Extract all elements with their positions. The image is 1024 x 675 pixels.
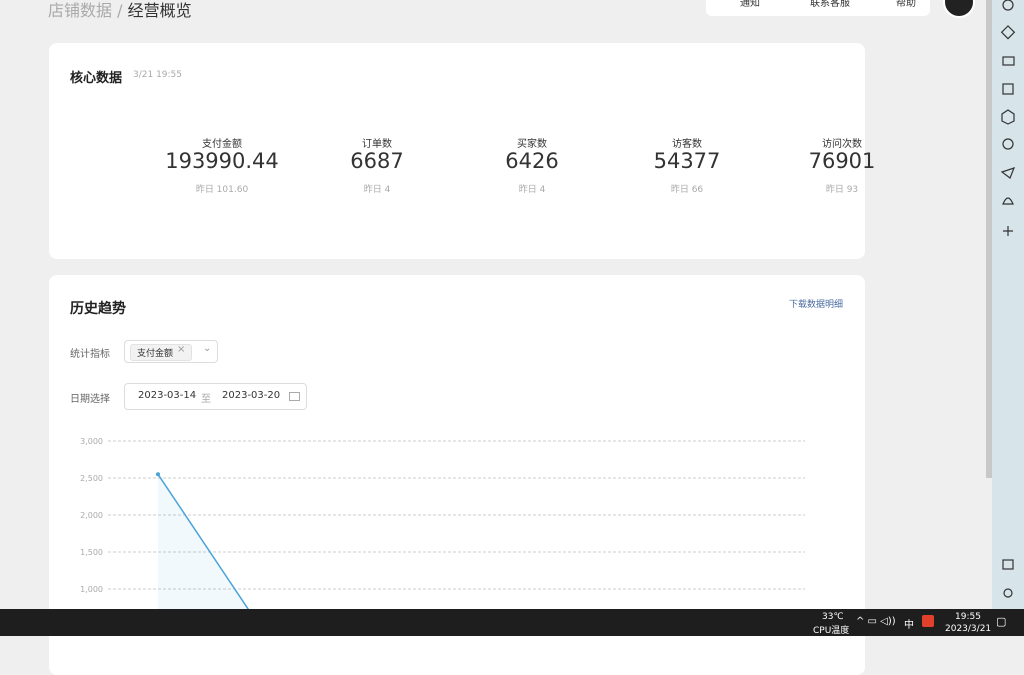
metric-label: 访客数: [672, 139, 702, 150]
sidebar-icons: [1000, 0, 1016, 598]
breadcrumb-parent[interactable]: 店铺数据: [48, 1, 113, 20]
taskbar: 33℃ CPU温度 ^ ▭ ◁)) 中 19:55 2023/3/21 ▢: [0, 609, 1024, 636]
breadcrumb: 店铺数据 / 经营概览: [48, 0, 192, 21]
metric-yesterday: 昨日 93: [825, 185, 859, 195]
service-button[interactable]: 联系客服: [810, 0, 850, 9]
notify-button[interactable]: 通知: [740, 0, 760, 9]
date-label: 日期选择: [70, 394, 110, 405]
date-range[interactable]: 2023-03-14 至 2023-03-20: [124, 383, 307, 410]
core-title: 核心数据: [70, 71, 123, 86]
metric-value: 54377: [653, 149, 721, 173]
metric-value: 76901: [808, 149, 876, 173]
calendar-icon: [289, 392, 300, 401]
core-time: 3/21 19:55: [133, 70, 183, 80]
tray-icons[interactable]: ^ ▭ ◁)): [856, 616, 896, 627]
y-tick-label: 3,000: [80, 437, 103, 446]
metric-label: 统计指标: [70, 349, 110, 360]
y-tick-label: 2,000: [80, 511, 103, 520]
metric-tag[interactable]: 支付金额: [130, 344, 193, 361]
breadcrumb-current: 经营概览: [127, 1, 192, 20]
point: [156, 472, 160, 477]
metric-yesterday: 昨日 66: [670, 185, 704, 195]
tag-close[interactable]: ×: [177, 344, 186, 355]
sidebar: [992, 0, 1024, 609]
toolbar: 通知 联系客服 帮助: [706, 0, 930, 16]
clock-date[interactable]: 2023/3/21: [945, 624, 992, 634]
trend-card: 历史趋势 下载数据明细 统计指标 支付金额 × ⌄ 日期选择 2023-03-1…: [49, 275, 865, 675]
select-arrow: ⌄: [203, 343, 212, 354]
metric-label: 支付金额: [202, 139, 242, 150]
y-tick-label: 2,500: [80, 474, 103, 483]
clock-time[interactable]: 19:55: [955, 612, 981, 622]
trend-title: 历史趋势: [70, 301, 126, 317]
ime[interactable]: 中: [904, 620, 914, 631]
core-card: 核心数据 3/21 19:55 支付金额 193990.44 昨日 101.60 订单…: [49, 43, 875, 259]
app-icon[interactable]: [922, 615, 934, 627]
metric-value: 193990.44: [165, 149, 279, 173]
metric-label: 访问次数: [822, 139, 862, 150]
y-tick-label: 1,000: [80, 585, 103, 594]
scrollbar[interactable]: [986, 0, 992, 478]
cpu-temp-label: CPU温度: [813, 626, 850, 636]
y-tick-label: 1,500: [80, 548, 103, 557]
line: [157, 473, 250, 609]
cpu-temp: 33℃: [822, 612, 844, 622]
notification-icon[interactable]: ▢: [996, 615, 1007, 628]
metric-yesterday: 昨日 101.60: [195, 185, 249, 195]
date-separator: 至: [201, 394, 211, 405]
metric-label: 订单数: [362, 139, 392, 150]
date-start[interactable]: 2023-03-14: [138, 390, 197, 401]
trend-chart: 1,000 1,500 2,000 2,500 3,000: [80, 437, 805, 609]
metric-value: 6687: [350, 149, 404, 173]
metric-yesterday: 昨日 4: [518, 185, 546, 195]
help-button[interactable]: 帮助: [896, 0, 916, 9]
metric-select[interactable]: 支付金额 × ⌄: [124, 340, 218, 363]
breadcrumb-separator: /: [117, 1, 123, 20]
metric-yesterday: 昨日 4: [363, 185, 391, 195]
metric-label: 买家数: [517, 139, 547, 150]
metric-value: 6426: [505, 149, 559, 173]
date-end[interactable]: 2023-03-20: [222, 390, 281, 401]
download-link[interactable]: 下载数据明细: [788, 300, 843, 310]
